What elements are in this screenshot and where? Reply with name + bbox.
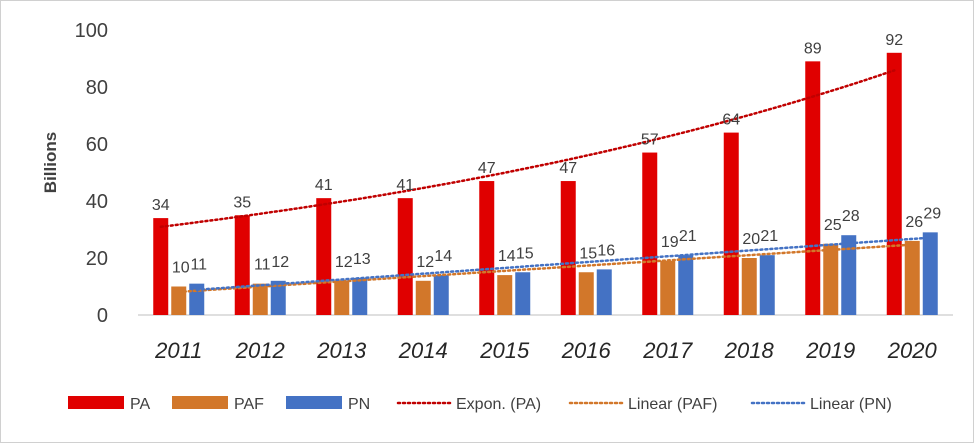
x-tick-label: 2016 [561,338,612,363]
data-label-paf: 14 [498,248,516,265]
data-label-paf: 11 [254,257,271,274]
x-tick-label: 2015 [479,338,530,363]
bar-pa-2016 [560,181,576,315]
bar-pn-2019 [841,235,857,315]
data-label-pa: 47 [559,160,577,177]
legend-label: PA [130,396,150,413]
y-tick-label: 0 [97,305,108,327]
legend-swatch [172,396,228,409]
data-label-pa: 47 [478,160,496,177]
bar-paf-2014 [415,280,431,315]
data-label-pn: 21 [679,228,697,245]
bar-pa-2013 [316,198,332,315]
trendlines-layer [159,69,932,294]
data-label-pn: 15 [516,245,534,262]
data-label-pn: 28 [842,208,860,225]
bar-pa-2012 [234,215,250,315]
data-label-pa: 35 [233,194,251,211]
data-label-paf: 19 [661,234,679,251]
data-label-pn: 29 [923,205,941,222]
data-label-pa: 34 [152,197,170,214]
bar-paf-2019 [823,243,839,315]
legend-swatch [286,396,342,409]
y-tick-label: 60 [86,134,108,156]
x-tick-label: 2020 [887,338,938,363]
x-tick-label: 2018 [724,338,775,363]
x-tick-label: 2012 [235,338,285,363]
bar-paf-2015 [497,275,513,315]
data-label-pn: 21 [760,228,778,245]
legend-swatch [68,396,124,409]
bar-pn-2013 [352,277,368,315]
bar-paf-2013 [334,280,350,315]
bar-paf-2012 [252,283,268,315]
x-tick-label: 2019 [805,338,855,363]
data-label-pa: 92 [885,32,903,49]
bar-paf-2016 [578,272,594,315]
trendline-pn [195,236,932,292]
bar-pn-2014 [433,275,449,315]
data-label-pn: 11 [190,257,207,274]
bar-pn-2016 [596,269,612,315]
bar-paf-2020 [904,240,920,315]
trendline-paf [177,243,914,294]
data-label-paf: 26 [905,214,923,231]
bar-pa-2011 [153,218,169,315]
x-tick-label: 2013 [316,338,367,363]
data-label-pn: 13 [353,251,371,268]
bar-pn-2017 [678,255,694,315]
legend-label: PN [348,396,370,413]
data-label-pa: 89 [804,40,822,57]
data-label-paf: 15 [579,245,597,262]
data-label-pn: 16 [597,242,615,259]
bar-pa-2018 [723,132,739,315]
data-label-paf: 12 [335,254,353,271]
x-tick-label: 2014 [398,338,448,363]
bar-pn-2018 [759,255,775,315]
legend-label: Linear (PAF) [628,396,718,413]
bar-pa-2017 [642,152,658,315]
y-axis-title: Billions [41,132,60,193]
x-tick-label: 2011 [154,338,202,363]
data-label-pn: 12 [271,254,289,271]
legend: PA PAF PN Expon. (PA) Linear (PAF) Linear (PN… [68,396,892,413]
y-tick-label: 40 [86,191,108,213]
data-label-pa: 41 [315,177,333,194]
x-tick-label: 2017 [642,338,693,363]
data-label-paf: 25 [824,217,842,234]
data-label-pa: 41 [396,177,414,194]
bars-layer [153,52,938,316]
bar-pn-2020 [922,232,938,315]
trendline-pa [159,69,896,229]
bar-paf-2011 [171,286,187,315]
legend-label: PAF [234,396,264,413]
legend-label: Expon. (PA) [456,396,541,413]
bar-paf-2018 [741,258,757,315]
y-tick-label: 80 [86,77,108,99]
bar-pa-2020 [886,52,902,316]
data-label-paf: 10 [172,260,190,277]
bar-pn-2012 [270,280,286,315]
bar-pa-2014 [397,198,413,315]
data-label-pn: 14 [434,248,452,265]
data-label-paf: 20 [742,231,760,248]
bar-pn-2015 [515,272,531,315]
y-tick-label: 100 [75,20,108,42]
legend-label: Linear (PN) [810,396,892,413]
bar-pa-2015 [479,181,495,315]
bar-paf-2017 [660,260,676,315]
data-label-pa: 57 [641,132,659,149]
y-tick-label: 20 [86,248,108,270]
data-label-pa: 64 [722,112,740,129]
data-label-paf: 12 [416,254,434,271]
